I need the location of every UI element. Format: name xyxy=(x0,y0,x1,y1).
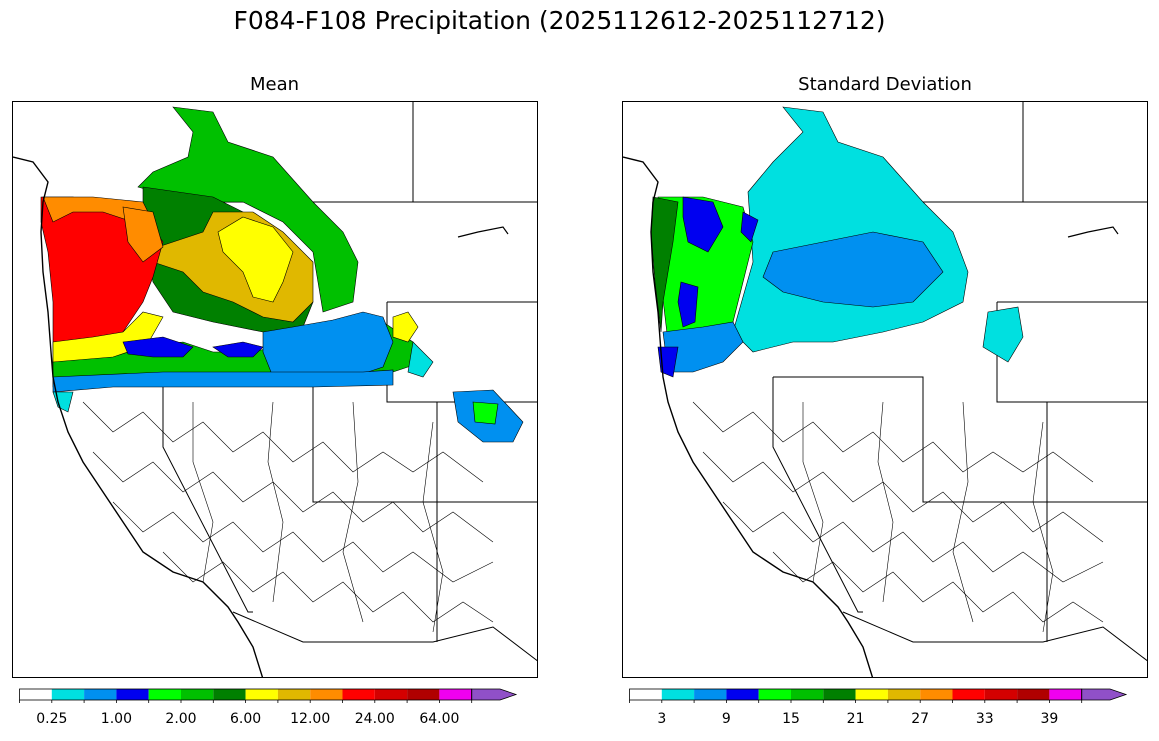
colorbar-tick-label: 21 xyxy=(846,711,865,727)
colorbar-tick-label: 2.00 xyxy=(165,711,197,727)
colorbar-segment xyxy=(887,689,921,700)
colorbar-segment xyxy=(51,689,85,700)
colorbar-segment xyxy=(984,689,1018,700)
colorbar-segment xyxy=(661,689,695,700)
colorbar-segment xyxy=(116,689,149,700)
std-panel-title: Standard Deviation xyxy=(798,74,972,95)
colorbar-extend-arrow xyxy=(1081,688,1128,701)
colorbar-segment xyxy=(181,689,214,700)
colorbar-segment xyxy=(694,689,727,700)
colorbar-segment xyxy=(277,689,311,700)
colorbar-segment xyxy=(84,689,117,700)
colorbar-tick-label: 0.25 xyxy=(36,711,68,727)
colorbar-segment xyxy=(920,689,953,700)
mean-map xyxy=(12,101,538,678)
colorbar-segment xyxy=(19,689,52,700)
colorbar-segment xyxy=(629,689,662,700)
colorbar-tick-label: 24.00 xyxy=(354,711,395,727)
colorbar-segment xyxy=(952,689,985,700)
colorbar-segment xyxy=(374,689,408,700)
mean-colorbar xyxy=(19,688,518,703)
colorbar-tick-label: 6.00 xyxy=(230,711,262,727)
std-map xyxy=(622,101,1148,678)
colorbar-tick-label: 39 xyxy=(1040,711,1059,727)
colorbar-tick-label: 1.00 xyxy=(100,711,132,727)
colorbar-tick-label: 33 xyxy=(975,711,994,727)
figure-title: F084-F108 Precipitation (2025112612-2025… xyxy=(233,6,886,35)
colorbar-segment xyxy=(310,689,343,700)
colorbar-segment xyxy=(148,689,181,700)
colorbar-tick-label: 64.00 xyxy=(419,711,460,727)
colorbar-segment xyxy=(342,689,375,700)
colorbar-segment xyxy=(758,689,791,700)
colorbar-segment xyxy=(726,689,759,700)
colorbar-tick-label: 3 xyxy=(657,711,667,727)
colorbar-extend-arrow xyxy=(471,688,518,701)
colorbar-segment xyxy=(407,689,440,700)
colorbar-tick-label: 15 xyxy=(782,711,800,727)
std-colorbar xyxy=(629,688,1128,703)
colorbar-segment xyxy=(791,689,824,700)
colorbar-tick-label: 9 xyxy=(721,711,731,727)
colorbar-tick-label: 12.00 xyxy=(290,711,331,727)
colorbar-segment xyxy=(855,689,888,700)
colorbar-segment xyxy=(1017,689,1050,700)
colorbar-segment xyxy=(439,689,472,700)
colorbar-segment xyxy=(213,689,246,700)
mean-panel-title: Mean xyxy=(249,74,300,95)
colorbar-segment xyxy=(823,689,856,700)
colorbar-segment xyxy=(1049,689,1082,700)
colorbar-tick-label: 27 xyxy=(911,711,930,727)
colorbar-segment xyxy=(245,689,278,700)
